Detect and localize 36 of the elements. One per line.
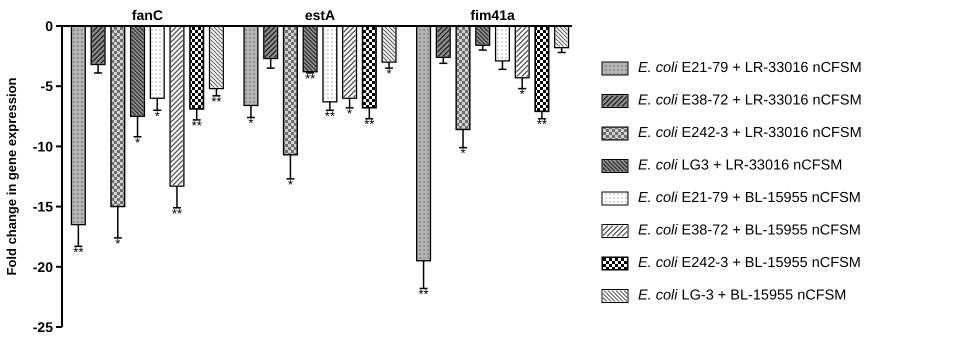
legend-label: E. coli E21-79 + LR-33016 nCFSM [638, 60, 862, 76]
y-tick-label: 0 [45, 18, 54, 34]
legend-label: E. coli E38-72 + LR-33016 nCFSM [638, 92, 862, 108]
legend-label: E. coli LG-3 + BL-15955 nCFSM [638, 287, 846, 304]
legend-label: E. coli E242-3 + LR-33016 nCFSM [638, 124, 862, 141]
data-label: ** [364, 116, 374, 132]
x-tick-label: fanC [132, 7, 163, 23]
data-label: * [347, 106, 352, 121]
data-label: ** [324, 108, 335, 124]
legend-label: E. coli E38-72 + BL-15955 nCFSM [638, 222, 861, 238]
y-axis-title: Fold change in gene expression [4, 77, 19, 276]
legend-label: E. coli E242-3 + BL-15955 nCFSM [638, 254, 861, 271]
data-label: ** [305, 70, 316, 86]
data-label: * [154, 108, 160, 124]
data-label: * [248, 116, 254, 131]
data-label: ** [211, 94, 222, 109]
data-label: * [288, 176, 293, 192]
legend-label: E. coli E21-79 + BL-15955 nCFSM [638, 190, 861, 206]
data-label: ** [172, 206, 182, 221]
y-tick-label: -10 [32, 138, 54, 154]
y-tick-label: -15 [32, 198, 54, 215]
data-label: ** [536, 116, 547, 132]
data-label: * [135, 134, 140, 150]
data-label: ** [73, 244, 84, 260]
data-label: * [460, 146, 466, 161]
y-tick-label: -5 [40, 78, 54, 94]
x-tick-label: fim41a [470, 7, 515, 23]
y-tick-label: -20 [32, 258, 54, 275]
data-label: * [520, 86, 525, 102]
data-label: * [115, 236, 120, 251]
y-tick-label: -25 [32, 319, 54, 336]
data-label: * [386, 66, 392, 82]
x-tick-label: estA [304, 7, 336, 23]
data-label: ** [418, 286, 429, 302]
legend-label: E. coli LG3 + LR-33016 nCFSM [638, 157, 842, 174]
data-label: ** [192, 118, 202, 133]
